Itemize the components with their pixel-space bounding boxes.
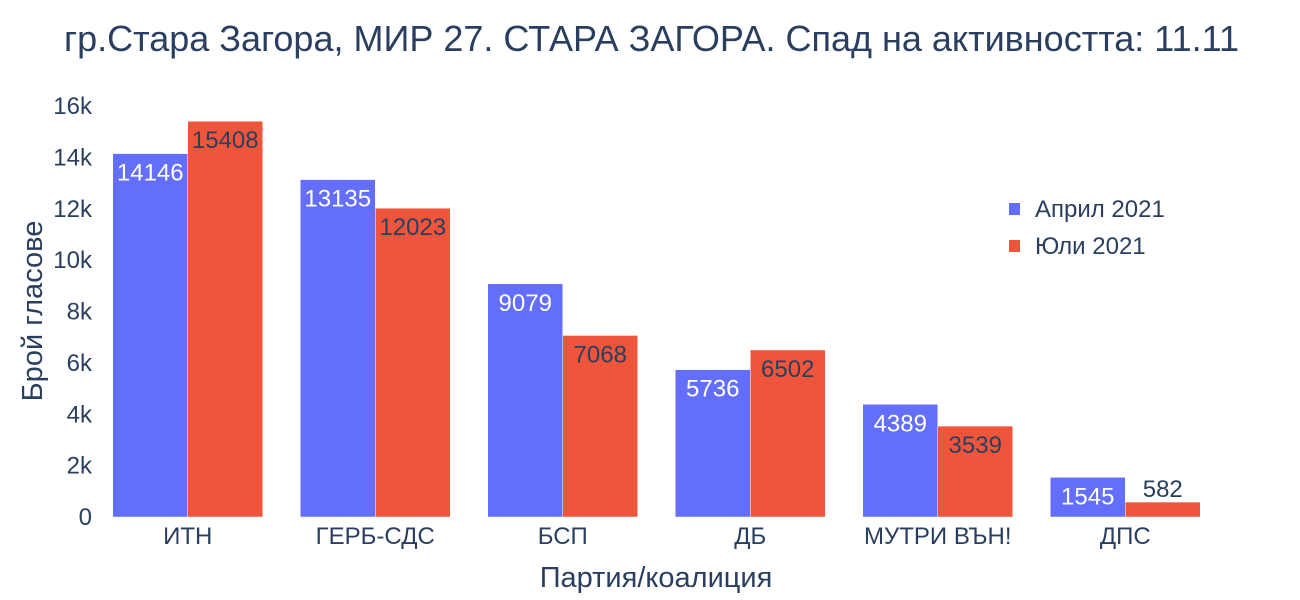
legend: Април 2021 Юли 2021 [1009,196,1165,260]
legend-label: Юли 2021 [1035,233,1146,260]
bar [187,120,263,518]
x-tick-label: ДБ [734,523,766,550]
x-tick-label: ДПС [1100,523,1151,550]
x-axis-label: Партия/коалиция [540,562,773,594]
bars: 14146 15408 13135 12023 9079 7068 5736 6502 4389… [112,120,1201,518]
x-tick-label: ГЕРБ-СДС [316,523,435,550]
y-tick-label: 16k [53,93,93,120]
y-tick-label: 12k [53,196,93,223]
bar-value-label: 15408 [192,127,259,154]
bar [562,335,638,518]
y-tick-label: 6k [67,350,93,377]
y-tick-label: 0 [79,504,92,531]
x-tick-label: БСП [538,523,588,550]
x-tick-label: ИТН [163,523,212,550]
bar-value-label: 5736 [686,376,739,403]
y-tick-label: 8k [67,299,93,326]
bar-value-label: 4389 [874,410,927,437]
bar [675,369,751,518]
y-tick-label: 4k [67,401,93,428]
bar [862,404,938,518]
bar-value-label: 6502 [761,356,814,383]
bar-value-label: 582 [1143,476,1183,503]
bar-value-label: 13135 [304,186,371,213]
bar [937,425,1013,518]
bar-value-label: 3539 [949,432,1002,459]
legend-swatch [1009,240,1020,252]
bar [300,179,376,518]
y-tick-label: 10k [53,247,93,274]
bar-value-label: 12023 [379,214,446,241]
bar-value-label: 9079 [499,290,552,317]
legend-swatch [1009,203,1020,215]
x-tick-label: МУТРИ ВЪН! [864,523,1011,550]
bar-value-label: 7068 [574,341,627,368]
y-axis-label: Брой гласове [17,221,49,402]
x-axis-ticks: ИТН ГЕРБ-СДС БСП ДБ МУТРИ ВЪН! ДПС [163,523,1151,550]
bar [1050,477,1126,518]
bar [375,207,451,518]
bar [750,349,826,518]
y-axis-ticks: 0 2k 4k 6k 8k 10k 12k 14k 16k [53,93,93,531]
bar [487,283,563,518]
legend-label: Април 2021 [1035,196,1165,223]
bar-value-label: 14146 [117,160,184,187]
bar [1125,501,1201,518]
y-tick-label: 2k [67,453,93,480]
y-tick-label: 14k [53,144,93,171]
bar-value-label: 1545 [1061,483,1114,510]
bar [112,153,188,518]
chart-title: гр.Стара Загора, МИР 27. СТАРА ЗАГОРА. С… [64,18,1239,59]
